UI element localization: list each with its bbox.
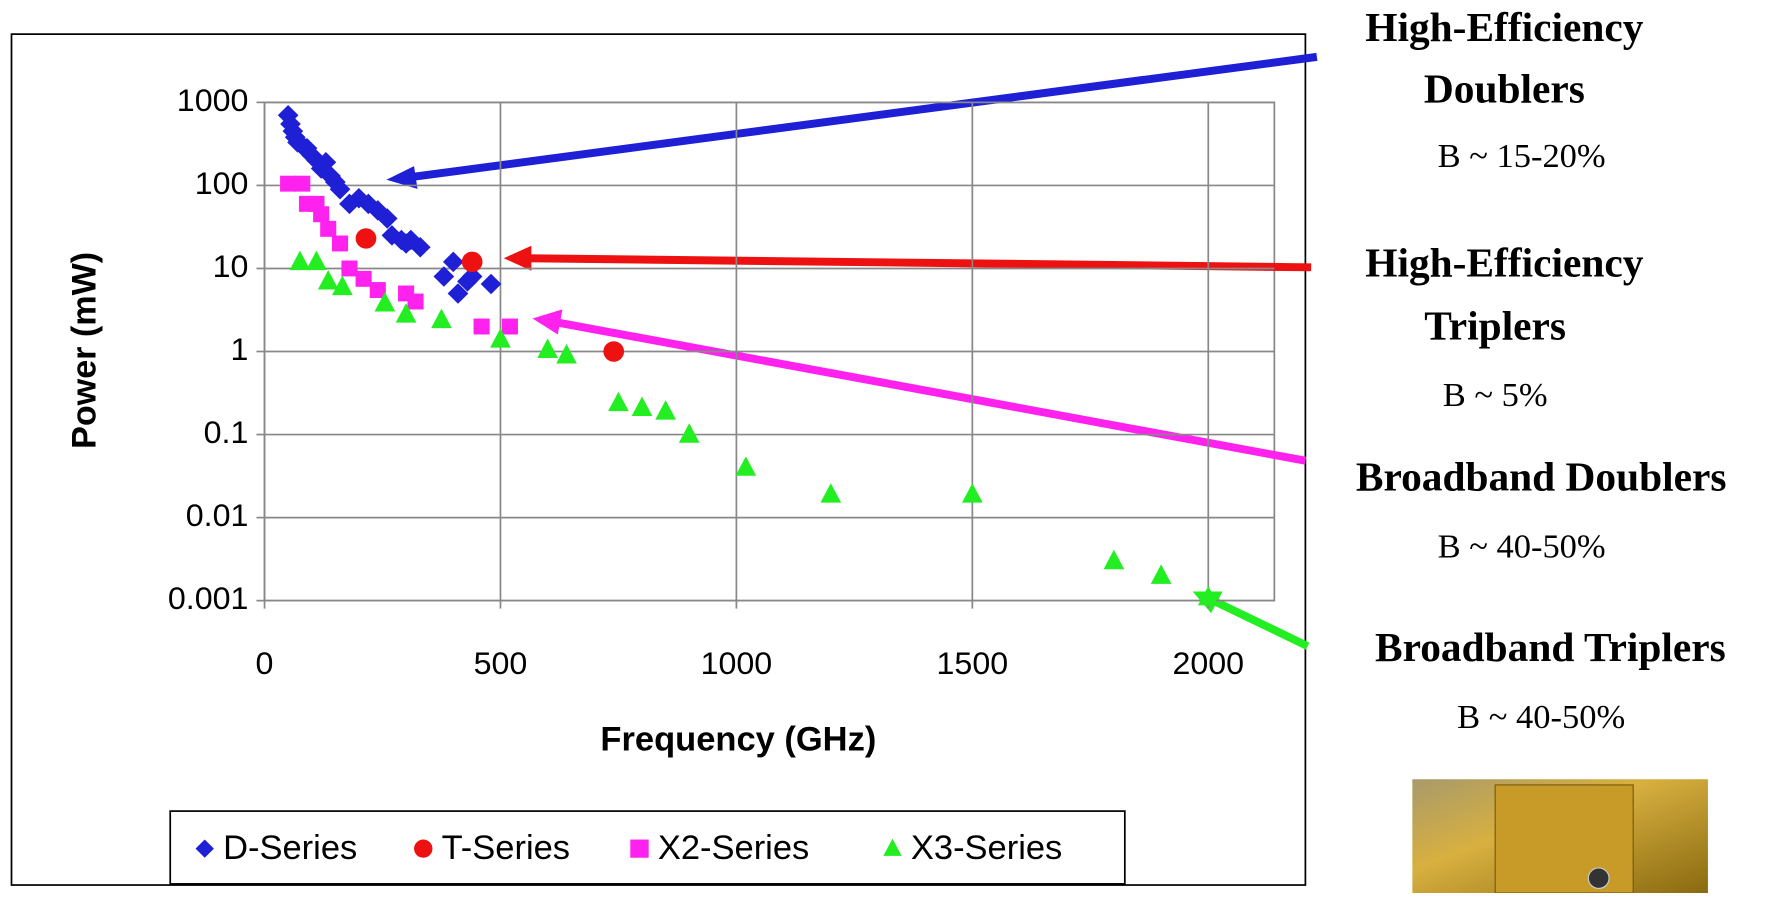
y-tick-label: 100: [195, 165, 249, 201]
marker: [603, 341, 625, 362]
annotation-title: Triplers: [1424, 303, 1566, 349]
arrows: [386, 52, 1318, 650]
x-axis-title: Frequency (GHz): [600, 721, 876, 759]
marker: [332, 275, 353, 296]
annotation-note: B ~ 5%: [1443, 376, 1548, 414]
marker: [630, 839, 649, 858]
marker: [317, 270, 339, 290]
y-tick-label: 0.1: [204, 414, 249, 450]
marker: [1103, 549, 1125, 570]
arrow: [526, 254, 1312, 272]
marker: [961, 483, 983, 503]
marker: [376, 208, 398, 229]
marker: [608, 391, 629, 412]
arrow-head: [503, 245, 532, 271]
marker: [374, 292, 396, 312]
marker: [537, 338, 559, 358]
marker: [883, 838, 902, 856]
marker: [289, 250, 311, 271]
arrow-head: [532, 309, 563, 335]
x-tick-label: 1000: [701, 645, 773, 681]
marker: [369, 282, 386, 298]
marker: [820, 483, 842, 503]
legend-label: D-Series: [223, 829, 357, 867]
legend-label: X2-Series: [658, 829, 809, 867]
annotation-note: B ~ 40-50%: [1438, 527, 1606, 565]
annotation-title: Broadband Doublers: [1356, 454, 1727, 500]
marker: [280, 175, 297, 192]
marker: [735, 456, 757, 476]
marker: [355, 228, 377, 249]
arrow: [1211, 597, 1310, 650]
y-axis-title: Power (mW): [65, 252, 103, 449]
y-tick-label: 0.001: [168, 580, 249, 616]
marker: [355, 270, 372, 287]
marker: [473, 318, 490, 335]
marker: [480, 273, 502, 295]
annotation-title: Doublers: [1424, 66, 1585, 112]
marker: [490, 328, 511, 348]
arrow-head: [386, 166, 418, 189]
x-tick-label: 2000: [1172, 645, 1244, 681]
marker: [195, 839, 214, 858]
y-tick-label: 10: [213, 248, 249, 284]
annotation-title: High-Efficiency: [1365, 240, 1644, 286]
x-tick-label: 500: [474, 645, 528, 681]
marker: [678, 423, 700, 443]
marker: [331, 235, 349, 252]
annotation-title: High-Efficiency: [1365, 4, 1644, 50]
screw: [1587, 867, 1610, 890]
photo: [1412, 779, 1708, 894]
annotation-note: B ~ 40-50%: [1457, 698, 1625, 736]
y-tick-label: 1: [231, 331, 249, 367]
marker: [1197, 585, 1219, 606]
marker: [556, 344, 577, 364]
marker: [501, 318, 518, 335]
waveguide-block: [1494, 784, 1634, 894]
arrow: [407, 52, 1318, 182]
marker: [431, 308, 452, 329]
y-tick-label: 1000: [177, 82, 249, 118]
marker: [294, 175, 311, 192]
marker: [414, 839, 433, 858]
annotation-note: B ~ 15-20%: [1438, 137, 1606, 175]
x-tick-label: 1500: [937, 645, 1009, 681]
chart-frame: [10, 33, 1307, 886]
marker: [433, 266, 455, 287]
x-tick-label: 0: [256, 645, 274, 681]
marker: [461, 251, 483, 273]
marker: [1150, 564, 1172, 584]
marker: [329, 178, 351, 200]
arrow: [553, 318, 1307, 465]
annotation-title: Broadband Triplers: [1375, 624, 1726, 670]
marker: [320, 220, 337, 237]
marker: [341, 260, 358, 277]
marker: [631, 396, 653, 416]
marker: [306, 250, 327, 271]
legend-label: X3-Series: [911, 829, 1062, 867]
marker: [395, 303, 417, 323]
legend-label: T-Series: [442, 829, 570, 867]
marker: [313, 206, 330, 223]
y-tick-label: 0.01: [186, 497, 249, 533]
marker: [407, 293, 424, 310]
marker: [655, 400, 676, 420]
